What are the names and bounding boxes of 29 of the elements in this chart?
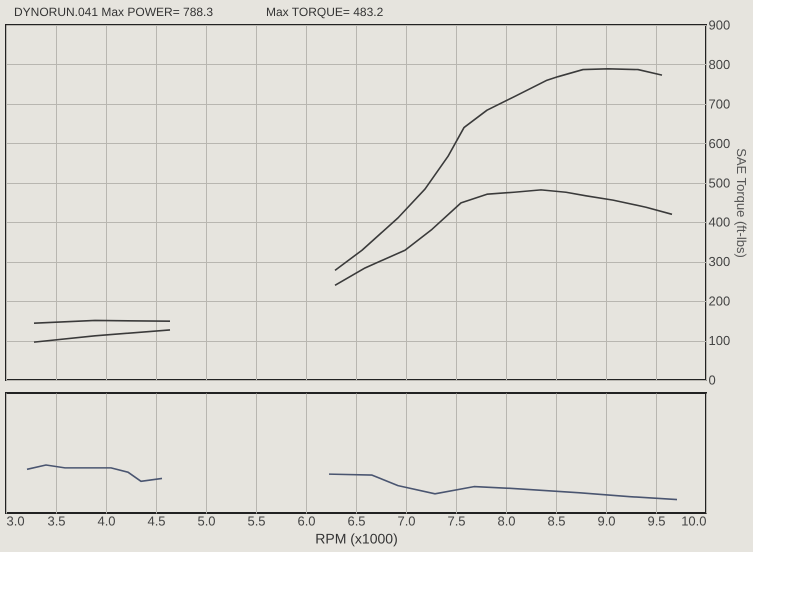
x-axis-title: RPM (x1000) (315, 530, 398, 546)
x-tick-label: 8.0 (497, 514, 516, 528)
x-tick-label: 7.0 (397, 514, 416, 528)
x-tick-label: 4.5 (147, 514, 166, 528)
x-tick-label: 10.0 (681, 514, 706, 528)
y-tick-label: 600 (708, 136, 730, 151)
x-tick-label: 3.5 (47, 514, 66, 528)
text: Max TORQUE= 483.2 (266, 5, 384, 19)
y-tick-label: 400 (708, 214, 730, 230)
y-tick-label: 700 (708, 96, 730, 112)
y-axis-title: SAE Torque (ft-lbs) (734, 148, 750, 258)
y-tick-label: 100 (708, 333, 730, 348)
x-tick-label: 9.5 (647, 514, 666, 528)
x-tick-label: 3.0 (6, 514, 25, 528)
text: DYNORUN.041 Max POWER= 788.3 (14, 5, 214, 19)
y-tick-label: 300 (708, 254, 730, 270)
y-tick-label: 900 (708, 18, 730, 32)
x-tick-label: 5.5 (247, 514, 266, 528)
x-tick-label: 6.0 (297, 514, 316, 528)
y-tick-label: 200 (708, 294, 730, 309)
x-tick-label: 6.5 (347, 514, 366, 528)
x-tick-label: 9.0 (597, 514, 616, 528)
x-tick-label: 8.5 (547, 514, 566, 528)
y-tick-label: 500 (708, 175, 730, 190)
x-tick-label: 4.0 (97, 514, 116, 528)
x-tick-label: 7.5 (447, 514, 466, 528)
y-tick-label: 0 (708, 372, 716, 388)
x-tick-label: 5.0 (197, 514, 216, 528)
y-tick-label: 800 (708, 56, 730, 72)
